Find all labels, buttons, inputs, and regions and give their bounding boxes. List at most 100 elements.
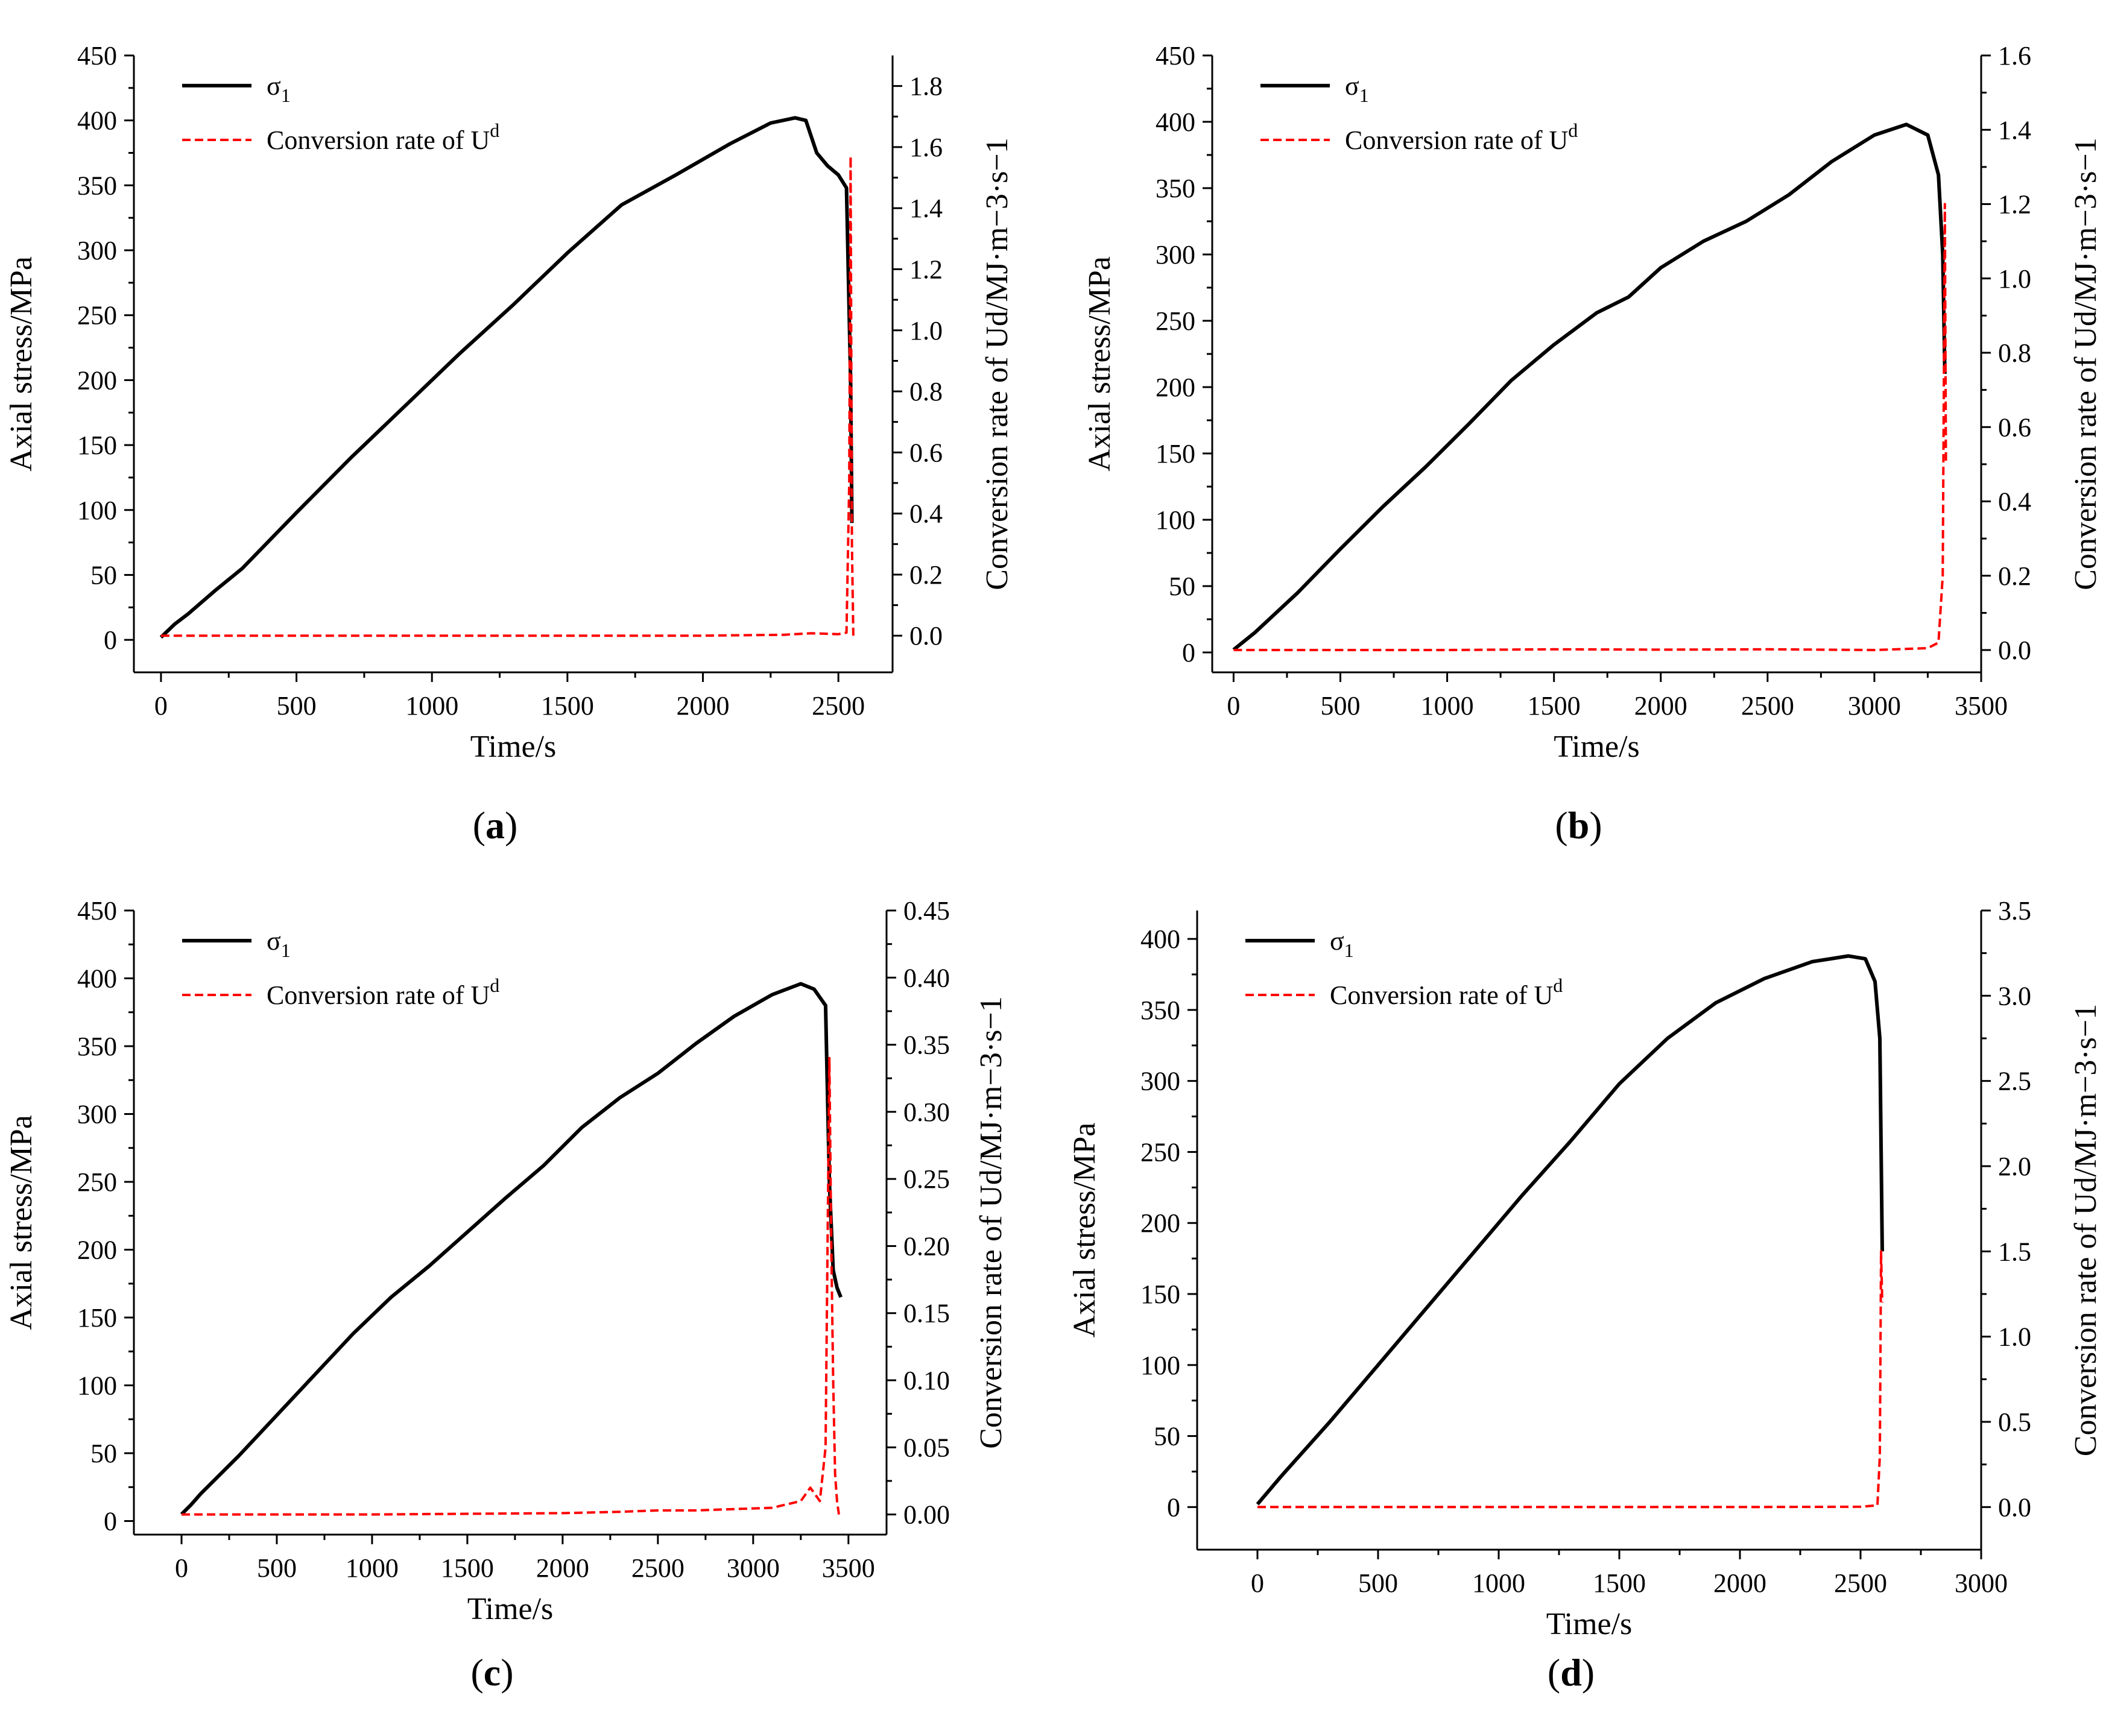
x-tick-label: 0 xyxy=(1227,691,1240,721)
y2-tick-label: 0.2 xyxy=(1998,561,2031,591)
conversion-rate-line xyxy=(182,1056,840,1516)
x-tick-label: 1500 xyxy=(441,1553,494,1583)
x-tick-label: 1500 xyxy=(1528,691,1581,721)
y2-tick-label: 1.8 xyxy=(909,72,943,101)
x-axis-title: Time/s xyxy=(1546,1607,1633,1641)
y2-tick-label: 0.8 xyxy=(1998,338,2031,368)
x-tick-label: 3000 xyxy=(1955,1568,2008,1598)
stress-line xyxy=(1256,954,1884,1506)
x-tick-label: 0 xyxy=(175,1553,188,1583)
y-tick-label: 250 xyxy=(1156,306,1195,336)
y-tick-label: 50 xyxy=(1154,1422,1180,1451)
y-tick-label: 200 xyxy=(1140,1208,1180,1238)
conversion-rate-line xyxy=(1257,1250,1883,1509)
legend-stress-subscript: 1 xyxy=(1359,84,1369,106)
y-tick-label: 350 xyxy=(1140,996,1180,1025)
y-tick-label: 300 xyxy=(1140,1067,1180,1096)
legend-conversion-superscript: d xyxy=(490,974,499,996)
x-tick-label: 500 xyxy=(1358,1568,1398,1598)
y-tick-label: 0 xyxy=(104,625,117,655)
panel-label: (c) xyxy=(470,1651,513,1694)
y2-tick-label: 0.05 xyxy=(903,1433,950,1462)
y2-tick-label: 0.25 xyxy=(903,1164,950,1194)
y2-tick-label: 0.0 xyxy=(909,621,943,651)
chart-panel-b: 0 500 1000 1500 2000 2500 3000 3500 0 50 100 150 200… xyxy=(1083,41,2103,847)
legend-conversion-superscript: d xyxy=(1553,974,1563,996)
y2-tick-label: 1.0 xyxy=(1998,264,2031,294)
y-tick-label: 50 xyxy=(90,1439,117,1468)
legend-stress-label: σ1 xyxy=(1345,71,1369,106)
y-tick-label: 100 xyxy=(77,496,117,525)
legend-conversion-superscript: d xyxy=(490,119,499,141)
panel-label: (b) xyxy=(1555,804,1602,847)
y-axis-title: Axial stress/MPa xyxy=(4,256,39,472)
y2-axis-title: Conversion rate of Ud/MJ·m−3·s−1 xyxy=(974,996,1008,1448)
y-tick-label: 350 xyxy=(77,171,117,200)
y2-tick-label: 0.10 xyxy=(903,1366,950,1395)
y-tick-label: 100 xyxy=(1156,505,1195,535)
y2-tick-label: 1.6 xyxy=(1998,41,2031,71)
x-tick-label: 3500 xyxy=(1955,691,2008,721)
x-tick-label: 3500 xyxy=(822,1553,875,1583)
x-tick-label: 1000 xyxy=(346,1553,399,1583)
y-tick-label: 0 xyxy=(104,1507,117,1536)
y2-tick-label: 0.0 xyxy=(1998,636,2031,665)
y2-tick-label: 1.4 xyxy=(1998,115,2031,145)
y-tick-label: 50 xyxy=(1169,572,1195,601)
y2-tick-label: 1.4 xyxy=(909,194,943,223)
y-tick-label: 350 xyxy=(1156,174,1195,203)
legend-stress-label: σ1 xyxy=(267,926,291,961)
x-tick-label: 2000 xyxy=(1634,691,1687,721)
y2-tick-label: 0.20 xyxy=(903,1231,950,1261)
legend-stress-subscript: 1 xyxy=(281,84,291,106)
y-tick-label: 400 xyxy=(1156,107,1195,137)
y-tick-label: 200 xyxy=(1156,373,1195,402)
legend-conversion-label: Conversion rate of Ud xyxy=(267,119,499,155)
x-axis-title: Time/s xyxy=(1554,730,1640,764)
y2-tick-label: 0.2 xyxy=(909,560,943,590)
y2-tick-label: 0.6 xyxy=(909,438,943,467)
x-tick-label: 2500 xyxy=(812,691,865,721)
legend-conversion-label: Conversion rate of Ud xyxy=(1345,119,1578,155)
y-axis-title: Axial stress/MPa xyxy=(1083,256,1117,472)
chart-panel-a: 0 500 1000 1500 2000 2500 0 50 100 150 200 250 300 35… xyxy=(4,41,1014,847)
x-tick-label: 0 xyxy=(154,691,168,721)
y2-tick-label: 2.5 xyxy=(1998,1067,2031,1096)
y-tick-label: 350 xyxy=(77,1032,117,1061)
stress-line xyxy=(159,116,854,639)
y2-axis-title: Conversion rate of Ud/MJ·m−3·s−1 xyxy=(2069,137,2103,590)
y-tick-label: 250 xyxy=(77,301,117,330)
panel-label: (d) xyxy=(1548,1651,1595,1694)
legend-stress-subscript: 1 xyxy=(281,939,291,961)
y-tick-label: 450 xyxy=(1156,41,1195,71)
y2-axis-title: Conversion rate of Ud/MJ·m−3·s−1 xyxy=(980,137,1014,590)
x-axis-title: Time/s xyxy=(467,1592,554,1626)
y2-tick-label: 3.5 xyxy=(1998,896,2031,926)
y-tick-label: 400 xyxy=(1140,924,1180,954)
x-tick-label: 1000 xyxy=(405,691,458,721)
y2-tick-label: 1.0 xyxy=(1998,1322,2031,1352)
y2-tick-label: 1.2 xyxy=(909,255,943,285)
chart-panel-d: 0 500 1000 1500 2000 2500 3000 0 50 100 150 200 250 3… xyxy=(1067,896,2103,1694)
x-tick-label: 1500 xyxy=(1593,1568,1646,1598)
y2-tick-label: 0.5 xyxy=(1998,1407,2031,1437)
y2-tick-label: 0.30 xyxy=(903,1097,950,1127)
x-tick-label: 2000 xyxy=(677,691,730,721)
y-tick-label: 400 xyxy=(77,106,117,136)
y2-tick-label: 0.45 xyxy=(903,896,950,926)
x-tick-label: 1500 xyxy=(541,691,594,721)
y2-tick-label: 0.6 xyxy=(1998,412,2031,442)
y2-tick-label: 1.6 xyxy=(909,133,943,162)
legend-conversion-label: Conversion rate of Ud xyxy=(1330,974,1563,1010)
y2-tick-label: 0.0 xyxy=(1998,1492,2031,1522)
y-axis-title: Axial stress/MPa xyxy=(1067,1123,1102,1338)
y-tick-label: 150 xyxy=(1140,1280,1180,1309)
legend-stress-label: σ1 xyxy=(267,71,291,106)
x-tick-label: 2500 xyxy=(1834,1568,1887,1598)
y-tick-label: 150 xyxy=(77,1303,117,1333)
y2-tick-label: 0.40 xyxy=(903,963,950,993)
x-tick-label: 500 xyxy=(1321,691,1361,721)
y-tick-label: 250 xyxy=(1140,1137,1180,1167)
y-tick-label: 400 xyxy=(77,964,117,994)
x-tick-label: 2500 xyxy=(1741,691,1794,721)
